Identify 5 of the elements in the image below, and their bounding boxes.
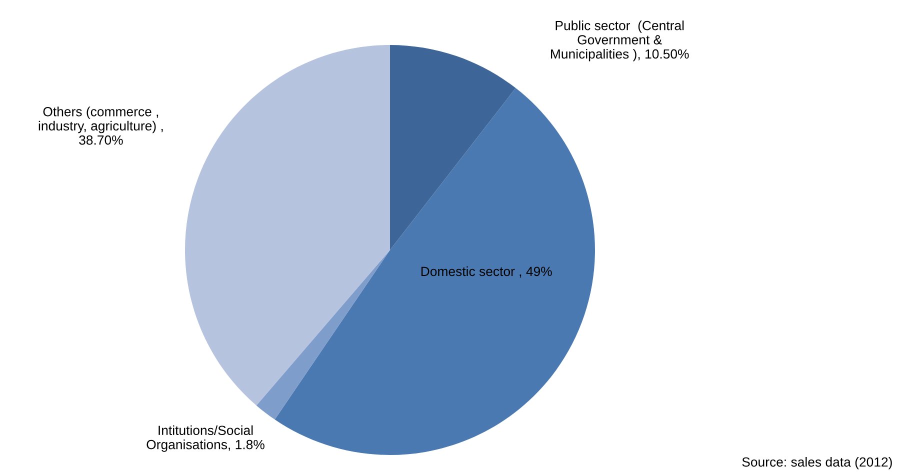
slice-label: Domestic sector , 49% [421, 266, 552, 278]
slice-label: Others (commerce , industry, agriculture) , 38.70% [38, 106, 163, 145]
slice-label: Intitutions/Social Organisations, 1.8% [146, 425, 264, 452]
slice-label: Public sector (Central Government & Municipalities ), 10.50% [551, 20, 689, 62]
source-note: Source: sales data (2012) [742, 457, 892, 470]
